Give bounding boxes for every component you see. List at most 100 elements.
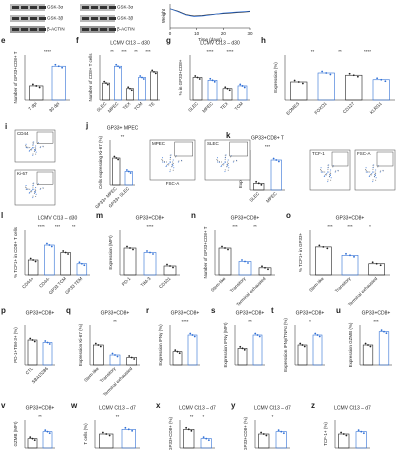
- dot: [44, 429, 47, 432]
- event: [226, 166, 228, 168]
- x-tick-label: 20: [221, 31, 227, 36]
- panel-title: GP33+CD8+: [171, 310, 200, 316]
- bar: [163, 265, 177, 276]
- dot: [277, 160, 280, 163]
- dot: [178, 352, 181, 355]
- dot: [105, 82, 107, 85]
- event: [35, 153, 37, 155]
- significance: **: [110, 49, 114, 54]
- bar: [237, 348, 248, 366]
- x-tick-label: TIM-3: [140, 276, 152, 288]
- bar: [27, 259, 39, 276]
- event: [327, 181, 329, 183]
- gate: [229, 141, 248, 157]
- dot: [257, 182, 260, 185]
- panel-title: LCMV Cl13 – d30: [38, 215, 78, 221]
- blot-lane: [39, 28, 46, 31]
- event: [32, 153, 34, 155]
- dot: [255, 180, 258, 183]
- dot: [133, 358, 136, 360]
- y-label: Number of GP33+CD8+ T: [13, 51, 18, 103]
- event: [28, 192, 30, 194]
- significance: **: [248, 319, 252, 324]
- bar: [192, 77, 203, 101]
- dot: [260, 183, 263, 186]
- dot: [117, 65, 119, 68]
- y-label: Expression (%): [273, 62, 278, 93]
- blot-lane: [91, 6, 98, 9]
- event: [31, 190, 33, 192]
- dot: [99, 345, 102, 348]
- bar: [238, 261, 252, 276]
- bar: [218, 247, 232, 276]
- dot: [318, 335, 321, 338]
- dot: [264, 266, 266, 269]
- event: [372, 179, 374, 181]
- bar: [207, 80, 218, 101]
- event: [374, 171, 376, 173]
- significance: ****: [206, 49, 213, 54]
- dot: [209, 77, 212, 80]
- event: [172, 163, 174, 165]
- dot: [129, 87, 131, 90]
- y-label: GP33+CD8+ (%): [243, 416, 248, 450]
- flow-plot: [149, 139, 196, 181]
- bar: [341, 255, 359, 276]
- panel-title: GP33+CD8+: [296, 310, 325, 316]
- bar: [222, 88, 233, 101]
- event: [178, 160, 180, 162]
- event: [29, 147, 31, 149]
- significance: **: [121, 134, 125, 139]
- event: [32, 147, 34, 149]
- blot-lane: [91, 28, 98, 31]
- blot-lane: [21, 28, 28, 31]
- dot: [224, 86, 227, 89]
- event: [224, 161, 226, 163]
- event: [227, 163, 229, 165]
- event: [170, 154, 172, 156]
- dot: [115, 63, 118, 66]
- event: [169, 169, 171, 171]
- dot: [126, 245, 128, 248]
- dot: [258, 335, 261, 338]
- blot-lane: [100, 6, 107, 9]
- bar: [312, 334, 323, 366]
- panel-letter: g: [166, 36, 171, 45]
- event: [327, 169, 329, 171]
- dot: [32, 259, 35, 261]
- dot: [243, 348, 246, 351]
- panel-letter: m: [96, 211, 103, 220]
- event: [227, 161, 229, 163]
- flow-plot: [14, 169, 56, 206]
- dot: [244, 260, 246, 263]
- panel-title: GP33+CD8+ T: [251, 135, 284, 141]
- panel-letter: x: [156, 401, 161, 410]
- gate: [36, 131, 54, 144]
- event: [217, 159, 219, 161]
- significance: ****: [146, 224, 153, 229]
- bar: [51, 65, 66, 101]
- blot-lane: [82, 17, 89, 20]
- dot: [153, 70, 155, 73]
- flow-label: TCF-1: [312, 151, 325, 156]
- event: [233, 160, 235, 162]
- flow-plot: [204, 139, 251, 181]
- panel-title: GP33+CD8+: [26, 310, 55, 316]
- x-tick-label: TEX: [219, 101, 229, 111]
- dot: [275, 159, 278, 161]
- event: [365, 167, 367, 169]
- event: [25, 186, 27, 188]
- event: [224, 171, 226, 173]
- event: [227, 159, 229, 161]
- dot: [348, 72, 351, 75]
- dot: [375, 262, 378, 265]
- significance: ***: [232, 224, 238, 229]
- event: [371, 174, 373, 176]
- dot: [97, 344, 100, 346]
- dot: [345, 434, 348, 437]
- dot: [31, 83, 34, 86]
- panel-title: LCMV Cl13 – d30: [110, 40, 150, 46]
- dot: [191, 334, 194, 336]
- bar: [27, 438, 38, 449]
- event: [375, 173, 377, 175]
